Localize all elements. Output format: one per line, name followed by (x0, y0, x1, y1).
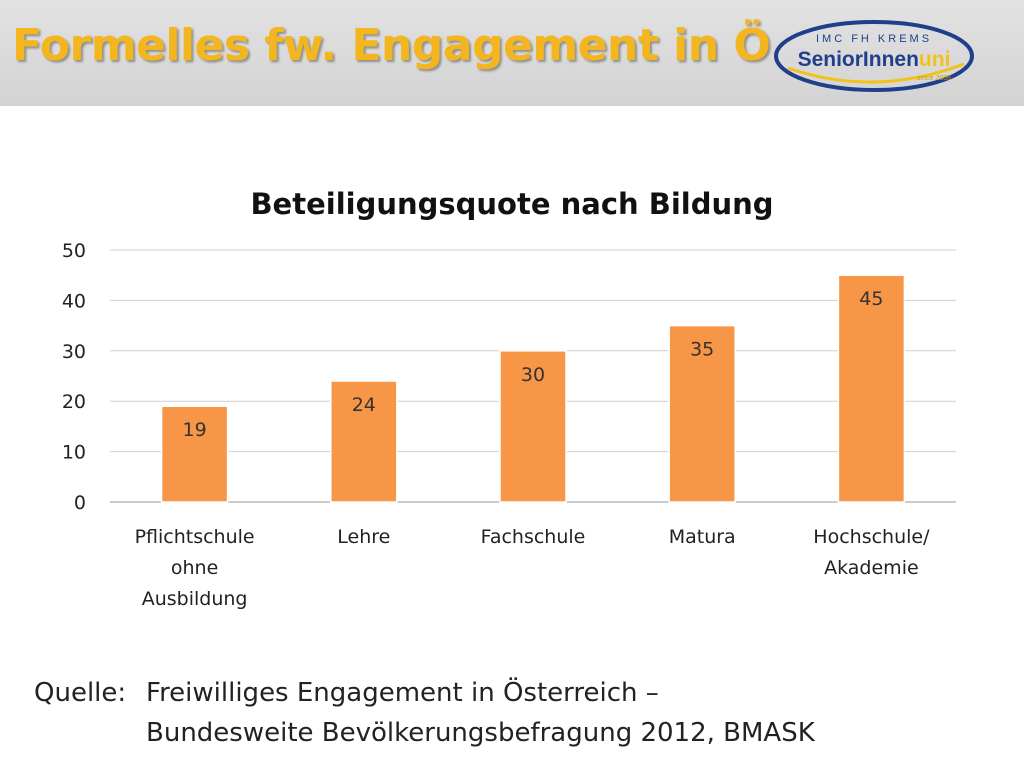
bar (160, 405, 229, 503)
x-tick-label: Hochschule/Akademie (813, 526, 930, 579)
bar-value-label: 35 (690, 339, 714, 361)
source-line-1: Freiwilliges Engagement in Österreich – (146, 678, 659, 708)
y-axis-tick-labels: 0 10 20 30 40 50 (62, 240, 86, 514)
y-tick-label: 10 (62, 442, 86, 464)
senioren-uni-logo: IMC FH KREMS SeniorInnenuni since 2005 (774, 20, 974, 92)
bar (499, 350, 567, 503)
logo-top-text: IMC FH KREMS (816, 33, 932, 45)
logo-ring (774, 20, 974, 92)
logo-swoosh (787, 62, 965, 84)
bar (330, 380, 398, 503)
bar-chart: Beteiligungsquote nach Bildung 0 10 20 30 40… (62, 187, 956, 610)
bar-value-label: 19 (183, 419, 207, 441)
chart-value-labels: 19 24 30 35 45 (183, 288, 884, 441)
source-line-2: Bundesweite Bevölkerungsbefragung 2012, … (146, 718, 815, 748)
x-tick-label: Fachschule (481, 526, 586, 548)
bar (668, 324, 736, 503)
bar-value-label: 30 (521, 364, 545, 386)
y-tick-label: 50 (62, 240, 86, 262)
chart-bars (160, 274, 906, 503)
logo-brand-main: SeniorInnen (798, 48, 919, 71)
logo-sub-text: since 2005 (917, 75, 951, 82)
chart-title: Beteiligungsquote nach Bildung (250, 187, 773, 221)
y-tick-label: 20 (62, 391, 86, 413)
source-label: Quelle: (34, 678, 127, 708)
y-tick-label: 30 (62, 341, 86, 363)
y-tick-label: 40 (62, 290, 86, 312)
logo-brand-accent: uni (919, 48, 951, 71)
slide-title: Formelles fw. Engagement in Ö (12, 20, 771, 71)
bar (837, 274, 906, 503)
bar-value-label: 24 (352, 394, 376, 416)
x-tick-label: Lehre (337, 526, 390, 548)
x-tick-label: Pflichtschule ohne Ausbildung (135, 526, 255, 610)
logo-brand: SeniorInnenuni (798, 48, 951, 71)
bar-value-label: 45 (859, 288, 883, 310)
slide-header: Formelles fw. Engagement in Ö IMC FH KRE… (0, 0, 1024, 106)
x-tick-label: Matura (669, 526, 736, 548)
y-tick-label: 0 (74, 492, 86, 514)
x-axis-tick-labels: Pflichtschule ohne Ausbildung Lehre Fachschu… (135, 526, 931, 610)
